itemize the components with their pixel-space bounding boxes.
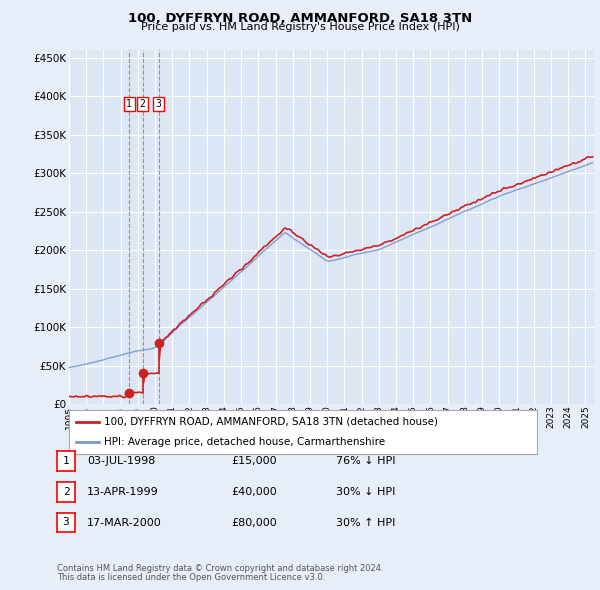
Text: 3: 3 xyxy=(156,99,161,109)
Text: 13-APR-1999: 13-APR-1999 xyxy=(87,487,159,497)
Text: 1: 1 xyxy=(62,456,70,466)
Text: Contains HM Land Registry data © Crown copyright and database right 2024.: Contains HM Land Registry data © Crown c… xyxy=(57,565,383,573)
Text: 3: 3 xyxy=(62,517,70,527)
Text: This data is licensed under the Open Government Licence v3.0.: This data is licensed under the Open Gov… xyxy=(57,573,325,582)
Text: £80,000: £80,000 xyxy=(231,518,277,527)
Text: 2: 2 xyxy=(62,487,70,497)
Text: 30% ↑ HPI: 30% ↑ HPI xyxy=(336,518,395,527)
Text: £15,000: £15,000 xyxy=(231,457,277,466)
Text: 100, DYFFRYN ROAD, AMMANFORD, SA18 3TN: 100, DYFFRYN ROAD, AMMANFORD, SA18 3TN xyxy=(128,12,472,25)
Text: 76% ↓ HPI: 76% ↓ HPI xyxy=(336,457,395,466)
Text: 2: 2 xyxy=(140,99,146,109)
Text: £40,000: £40,000 xyxy=(231,487,277,497)
Text: Price paid vs. HM Land Registry's House Price Index (HPI): Price paid vs. HM Land Registry's House … xyxy=(140,22,460,32)
Text: 100, DYFFRYN ROAD, AMMANFORD, SA18 3TN (detached house): 100, DYFFRYN ROAD, AMMANFORD, SA18 3TN (… xyxy=(104,417,438,427)
Text: HPI: Average price, detached house, Carmarthenshire: HPI: Average price, detached house, Carm… xyxy=(104,437,385,447)
Text: 1: 1 xyxy=(127,99,132,109)
Text: 30% ↓ HPI: 30% ↓ HPI xyxy=(336,487,395,497)
Text: 03-JUL-1998: 03-JUL-1998 xyxy=(87,457,155,466)
Text: 17-MAR-2000: 17-MAR-2000 xyxy=(87,518,162,527)
